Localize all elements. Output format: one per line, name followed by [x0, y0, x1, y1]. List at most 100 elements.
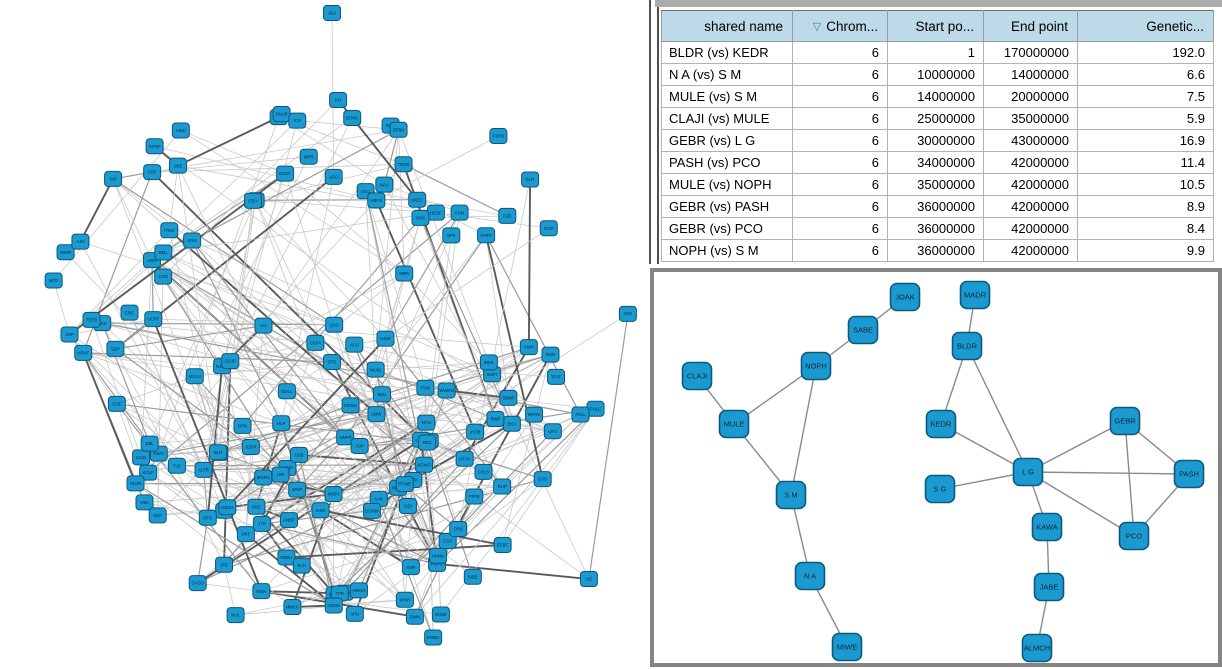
network-node[interactable]: GDI — [399, 498, 418, 515]
network-node[interactable]: GASO — [188, 575, 207, 592]
network-node[interactable]: BSC — [247, 498, 266, 515]
network-node[interactable]: LIC — [579, 571, 598, 588]
cell-value[interactable]: 10.5 — [1077, 173, 1214, 196]
network-node[interactable]: CCFA — [306, 334, 325, 351]
subnetwork-node[interactable]: MIWE — [831, 632, 863, 662]
network-node[interactable]: HJGK — [376, 330, 395, 347]
cell-value[interactable]: 6 — [792, 85, 888, 108]
table-row[interactable]: GEBR (vs) PCO 6 36000000 42000000 8.4 — [661, 217, 1214, 240]
network-node[interactable]: KKEC — [408, 191, 427, 208]
panel-splitter-inner[interactable] — [657, 0, 659, 264]
network-node[interactable]: IASR — [311, 502, 330, 519]
column-header-shared-name[interactable]: shared name — [661, 10, 793, 42]
network-node[interactable]: NMGH — [349, 582, 368, 599]
cell-value[interactable]: 35000000 — [983, 107, 1078, 130]
network-node[interactable]: CHD — [154, 268, 173, 285]
cell-shared-name[interactable]: BLDR (vs) KEDR — [661, 41, 793, 64]
column-header-start-po[interactable]: Start po... — [887, 10, 984, 42]
network-node[interactable]: STG — [322, 353, 341, 370]
network-node[interactable]: GSJP — [221, 353, 240, 370]
cell-value[interactable]: 6 — [792, 239, 888, 262]
network-node[interactable]: SBMP — [499, 389, 518, 406]
network-node[interactable]: HKNN — [429, 547, 448, 564]
cell-value[interactable]: 36000000 — [887, 195, 984, 218]
network-node[interactable]: JGA — [323, 5, 341, 21]
subnetwork-edge[interactable] — [966, 345, 1029, 473]
subnetwork-edge[interactable] — [1027, 471, 1135, 537]
network-node[interactable]: PULC — [586, 400, 605, 417]
network-node[interactable]: KGLF — [139, 464, 158, 481]
table-horizontal-scrollbar[interactable] — [655, 0, 1222, 7]
network-node[interactable]: WOR — [395, 591, 414, 608]
network-node[interactable]: TETB — [82, 311, 101, 328]
column-header-genetic[interactable]: Genetic... — [1077, 10, 1214, 42]
subnetwork-node[interactable]: MADR — [959, 280, 991, 310]
cell-value[interactable]: 170000000 — [983, 41, 1078, 64]
network-node[interactable]: SPK — [442, 227, 461, 244]
network-node[interactable]: IKJP — [539, 220, 558, 237]
network-node[interactable]: ERC — [120, 304, 139, 321]
network-node[interactable]: ANBP — [280, 512, 299, 529]
network-node[interactable]: SDP — [106, 340, 125, 357]
network-node[interactable]: KJD — [498, 207, 517, 224]
network-node[interactable]: SRM — [183, 232, 202, 249]
subnetwork-node[interactable]: MULE — [718, 409, 750, 439]
cell-value[interactable]: 6 — [792, 63, 888, 86]
network-node[interactable]: BML — [154, 244, 173, 261]
network-node[interactable]: WGPI — [324, 486, 343, 503]
cell-value[interactable]: 35000000 — [887, 173, 984, 196]
network-node[interactable]: TPJT — [547, 368, 566, 385]
network-node[interactable]: MCLN — [185, 368, 204, 385]
network-node[interactable]: AINU — [171, 122, 190, 139]
subnetwork-node[interactable]: BLDR — [951, 331, 983, 361]
network-node[interactable]: MTO — [44, 272, 63, 289]
network-node[interactable]: GFGF — [145, 138, 164, 155]
network-node[interactable]: MGPU — [254, 469, 273, 486]
table-row[interactable]: MULE (vs) S M 6 14000000 20000000 7.5 — [661, 85, 1214, 108]
cell-shared-name[interactable]: GEBR (vs) PCO — [661, 217, 793, 240]
cell-value[interactable]: 6 — [792, 173, 888, 196]
table-row[interactable]: MULE (vs) NOPH 6 35000000 42000000 10.5 — [661, 173, 1214, 196]
cell-value[interactable]: 14000000 — [983, 63, 1078, 86]
network-node[interactable]: RWP — [486, 411, 505, 428]
network-node[interactable]: CSO — [438, 533, 457, 550]
network-node[interactable]: EBOF — [276, 165, 295, 182]
network-node[interactable]: DFG — [198, 509, 217, 526]
cell-value[interactable]: 30000000 — [887, 129, 984, 152]
network-node[interactable]: COF — [107, 395, 126, 412]
network-node[interactable]: NWA — [252, 583, 271, 600]
network-node[interactable]: DOHC — [343, 109, 362, 126]
network-node[interactable]: HDOK — [324, 597, 343, 614]
network-node[interactable]: JOP — [60, 326, 79, 343]
network-node[interactable]: ATUL — [571, 406, 590, 423]
cell-value[interactable]: 25000000 — [887, 107, 984, 130]
network-node[interactable]: PFFE — [465, 488, 484, 505]
subnetwork-edge[interactable] — [1124, 420, 1135, 537]
network-node[interactable]: ACU — [345, 336, 364, 353]
cell-value[interactable]: 20000000 — [983, 85, 1078, 108]
network-node[interactable]: ELH — [292, 557, 311, 574]
network-node[interactable]: IJM — [271, 466, 290, 483]
network-node[interactable]: HSR — [401, 559, 420, 576]
network-node[interactable]: WWR — [56, 244, 75, 261]
network-node[interactable]: EFBT — [493, 537, 512, 554]
subnetwork-edge[interactable] — [1027, 471, 1190, 475]
cell-shared-name[interactable]: MULE (vs) NOPH — [661, 173, 793, 196]
network-node[interactable]: WFHS — [525, 406, 544, 423]
subnetwork-node[interactable]: JABE — [1033, 572, 1065, 602]
table-row[interactable]: GEBR (vs) PASH 6 36000000 42000000 8.9 — [661, 195, 1214, 218]
network-node[interactable]: FDHJ — [489, 128, 508, 145]
network-node[interactable]: BLR — [209, 444, 228, 461]
network-node[interactable]: DPN — [233, 417, 252, 434]
network-node[interactable]: KFI — [329, 91, 348, 108]
cell-value[interactable]: 10000000 — [887, 63, 984, 86]
main-network-canvas[interactable]: JGAJFESIBEEGRAITKTAPRUPMAUNULUWIBSCCHDWW… — [0, 0, 649, 669]
network-node[interactable]: TFR — [330, 585, 349, 602]
subnetwork-node[interactable]: L G — [1012, 457, 1044, 487]
subnetwork-node[interactable]: JOAK — [889, 282, 921, 312]
network-node[interactable]: OJO — [533, 471, 552, 488]
network-node[interactable]: JFE — [215, 556, 234, 573]
cell-shared-name[interactable]: GEBR (vs) L G — [661, 129, 793, 152]
cell-shared-name[interactable]: CLAJI (vs) MULE — [661, 107, 793, 130]
network-node[interactable]: JTR — [252, 515, 271, 532]
